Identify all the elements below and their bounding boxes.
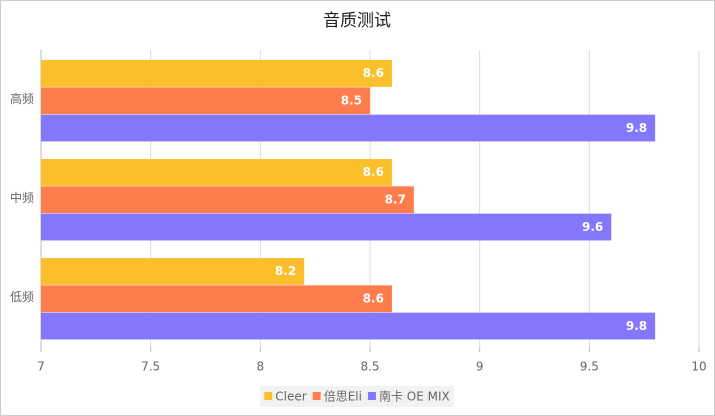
- y-tick-label: 中频: [10, 190, 34, 205]
- value-label: 8.5: [341, 94, 362, 108]
- bar: [41, 114, 656, 142]
- bar: [41, 87, 370, 115]
- legend-swatch: [312, 392, 321, 400]
- legend: Cleer 倍思Eli 南卡 OE MIX: [264, 389, 450, 404]
- value-label: 9.8: [626, 319, 647, 333]
- x-tick-label: 9.5: [580, 360, 599, 374]
- bar: [41, 159, 392, 186]
- bar: [41, 258, 305, 285]
- legend-label: 倍思Eli: [324, 389, 362, 404]
- legend-swatch: [264, 392, 273, 400]
- y-tick-label: 高频: [10, 91, 34, 106]
- bar: [41, 312, 656, 340]
- value-label: 8.2: [275, 264, 296, 278]
- bar: [41, 186, 414, 214]
- legend-bg: [260, 386, 454, 407]
- legend-swatch: [367, 392, 376, 400]
- bar: [41, 213, 612, 241]
- value-label: 8.6: [363, 66, 384, 80]
- x-tick-label: 8.5: [360, 360, 379, 374]
- x-tick-label: 10: [691, 360, 706, 374]
- value-label: 9.6: [582, 220, 603, 234]
- x-tick-label: 7: [37, 360, 45, 374]
- legend-label: 南卡 OE MIX: [379, 389, 450, 404]
- value-label: 9.8: [626, 121, 647, 135]
- x-tick-label: 9: [476, 360, 484, 374]
- x-tick-label: 7.5: [141, 360, 160, 374]
- legend-label: Cleer: [275, 390, 306, 404]
- x-tick-label: 8: [257, 360, 265, 374]
- value-label: 8.6: [363, 292, 384, 306]
- value-label: 8.6: [363, 165, 384, 179]
- bar: [41, 60, 392, 87]
- bar: [41, 285, 392, 313]
- chart-title: 音质测试: [323, 11, 391, 31]
- y-tick-label: 低频: [10, 290, 34, 304]
- value-label: 8.7: [385, 193, 406, 207]
